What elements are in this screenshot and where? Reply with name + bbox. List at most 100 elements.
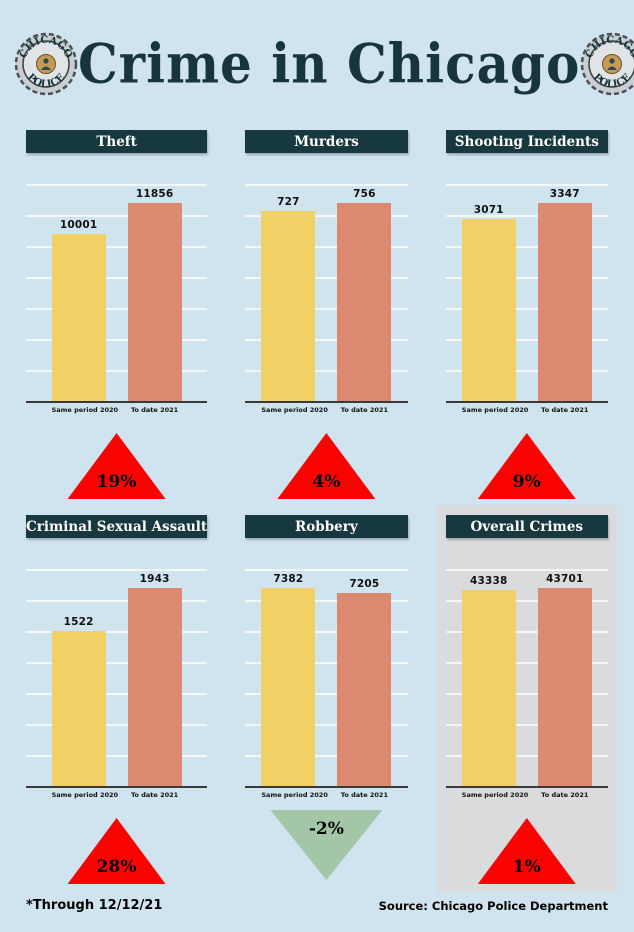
- x-axis-labels: Same period 2020 To date 2021: [245, 406, 407, 417]
- bar-value-label: 756: [353, 188, 376, 200]
- chart-cell: Criminal Sexual Assault 1522 1943 Same p…: [26, 515, 208, 884]
- x-axis-labels: Same period 2020 To date 2021: [446, 406, 608, 417]
- bar-value-label: 43701: [546, 573, 584, 585]
- source-credit: Source: Chicago Police Department: [378, 899, 608, 913]
- bar-2020: [51, 234, 106, 401]
- axis-label-2020: Same period 2020: [51, 791, 119, 799]
- footer: *Through 12/12/21 Source: Chicago Police…: [0, 898, 634, 913]
- bar-value-label: 11856: [135, 188, 174, 200]
- bar-value-label: 3071: [473, 204, 504, 216]
- change-percentage: 4%: [312, 472, 341, 492]
- chart-plot-area: 1522 1943: [26, 548, 208, 788]
- badge-bottom-text: POLICE: [25, 72, 67, 91]
- bar-2021: [537, 203, 592, 401]
- chart-title-bar: Overall Crimes: [445, 515, 608, 538]
- svg-text:POLICE: POLICE: [591, 72, 633, 91]
- bar-group-2020: 727: [261, 196, 316, 401]
- chart-cell: Overall Crimes 43338 43701 Same period 2…: [436, 505, 617, 892]
- charts-grid: Theft 10001 11856 Same period 2020 To da…: [0, 130, 634, 892]
- chart-plot-area: 7382 7205: [245, 548, 408, 788]
- chart-plot-area: 727 756: [245, 163, 408, 403]
- change-percentage: 28%: [96, 857, 137, 877]
- bar-group-2021: 43701: [537, 573, 592, 786]
- chart-title-bar: Theft: [26, 130, 208, 153]
- axis-label-2021: To date 2021: [340, 791, 388, 799]
- chart-title: Robbery: [295, 518, 358, 535]
- bar-value-label: 10001: [59, 219, 98, 231]
- bar-group-2021: 11856: [127, 188, 182, 401]
- bar-group-2021: 756: [337, 188, 392, 401]
- bar-value-label: 1522: [63, 616, 94, 628]
- chart-title-bar: Robbery: [245, 515, 408, 538]
- axis-label-2021: To date 2021: [340, 406, 388, 414]
- change-indicator-triangle: 19%: [67, 433, 166, 499]
- axis-label-2020: Same period 2020: [51, 406, 119, 414]
- bar-2021: [127, 588, 182, 786]
- axis-label-2020: Same period 2020: [461, 406, 529, 414]
- police-badge-icon: CHICAGO POLICE: [581, 32, 634, 96]
- axis-label-2020: Same period 2020: [461, 791, 529, 799]
- chart-title-bar: Murders: [245, 130, 408, 153]
- change-percentage: 1%: [512, 857, 541, 877]
- chart-title: Shooting Incidents: [454, 133, 599, 150]
- bar-value-label: 727: [277, 196, 300, 208]
- bar-group-2020: 1522: [51, 616, 106, 786]
- axis-label-2021: To date 2021: [130, 791, 179, 799]
- bar-value-label: 43338: [470, 575, 508, 587]
- bar-2020: [461, 219, 516, 401]
- police-badge-icon: CHICAGO POLICE: [14, 32, 78, 96]
- change-indicator-triangle: 28%: [67, 818, 166, 884]
- chart-plot-area: 10001 11856: [26, 163, 208, 403]
- bar-group-2020: 3071: [461, 204, 516, 401]
- change-percentage: 19%: [96, 472, 137, 492]
- chart-title: Overall Crimes: [470, 518, 584, 535]
- bar-group-2021: 7205: [337, 578, 392, 786]
- change-percentage: 9%: [512, 472, 541, 492]
- bar-2020: [461, 590, 516, 786]
- bar-value-label: 7205: [349, 578, 380, 590]
- change-indicator-triangle: 4%: [277, 433, 376, 499]
- chart-plot-area: 43338 43701: [445, 548, 608, 788]
- bar-group-2021: 3347: [537, 188, 592, 401]
- axis-label-2021: To date 2021: [130, 406, 179, 414]
- bar-2021: [127, 203, 182, 401]
- chart-title: Murders: [294, 133, 359, 150]
- change-indicator-triangle: -2%: [270, 810, 383, 880]
- chart-plot-area: 3071 3347: [445, 163, 608, 403]
- axis-label-2020: Same period 2020: [261, 406, 328, 414]
- chart-title: Theft: [96, 133, 137, 150]
- bar-2021: [337, 593, 392, 786]
- bar-group-2021: 1943: [127, 573, 182, 786]
- axis-label-2021: To date 2021: [541, 791, 589, 799]
- change-percentage: -2%: [308, 819, 344, 839]
- page-title: Crime in Chicago: [78, 31, 581, 96]
- chart-cell: Murders 727 756 Same period 2020 To date…: [245, 130, 408, 499]
- bar-2020: [261, 588, 316, 786]
- chart-title-bar: Shooting Incidents: [445, 130, 608, 153]
- bar-2020: [261, 211, 316, 401]
- chart-cell: Theft 10001 11856 Same period 2020 To da…: [26, 130, 208, 499]
- chart-cell: Robbery 7382 7205 Same period 2020 To da…: [245, 515, 408, 884]
- chart-cell: Shooting Incidents 3071 3347 Same period…: [445, 130, 608, 499]
- svg-text:POLICE: POLICE: [25, 72, 67, 91]
- x-axis-labels: Same period 2020 To date 2021: [245, 791, 407, 802]
- bar-value-label: 7382: [273, 573, 304, 585]
- bar-2020: [51, 631, 106, 786]
- change-indicator-triangle: 9%: [477, 433, 576, 499]
- x-axis-labels: Same period 2020 To date 2021: [446, 791, 608, 802]
- bar-group-2020: 7382: [261, 573, 316, 786]
- axis-label-2020: Same period 2020: [261, 791, 328, 799]
- footnote: *Through 12/12/21: [26, 898, 163, 913]
- bar-2021: [337, 203, 392, 401]
- chart-title-bar: Criminal Sexual Assault: [26, 515, 208, 538]
- bar-group-2020: 10001: [51, 219, 106, 401]
- x-axis-labels: Same period 2020 To date 2021: [26, 406, 207, 417]
- bar-group-2020: 43338: [461, 575, 516, 786]
- badge-bottom-text: POLICE: [591, 72, 633, 91]
- bar-2021: [537, 588, 592, 786]
- masthead: CHICAGO POLICE Crime in Chicago CHICAGO …: [0, 10, 634, 112]
- chart-title: Criminal Sexual Assault: [26, 518, 208, 535]
- bar-value-label: 1943: [139, 573, 170, 585]
- axis-label-2021: To date 2021: [541, 406, 589, 414]
